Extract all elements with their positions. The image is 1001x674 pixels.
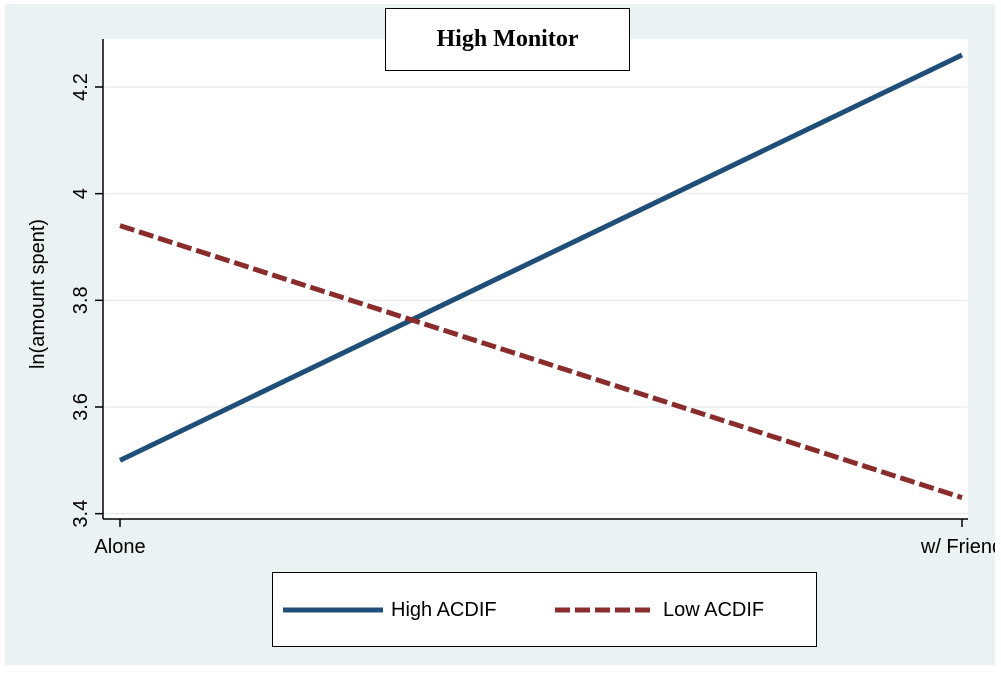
legend: High ACDIF Low ACDIF [272, 572, 817, 647]
series-lines [118, 52, 964, 501]
series-line-low-acdif [119, 223, 963, 501]
chart-title: High Monitor [385, 8, 630, 71]
axes: 3.4 3.6 3.8 4 4.2 Alone w/ Friend [70, 39, 995, 558]
legend-swatch-low-acdif [555, 607, 655, 613]
legend-label-low-acdif: Low ACDIF [663, 598, 765, 621]
y-tick-label: 4.2 [70, 73, 92, 101]
x-tick-label: Alone [94, 536, 145, 558]
grid-lines [103, 86, 968, 515]
y-axis-label: ln(amount spent) [27, 219, 49, 369]
y-tick-label: 3.4 [70, 500, 92, 528]
chart-container: 3.4 3.6 3.8 4 4.2 Alone w/ Friend ln(amount sp… [5, 4, 995, 665]
line-chart: 3.4 3.6 3.8 4 4.2 Alone w/ Friend ln(amount sp… [27, 39, 995, 558]
legend-label-high-acdif: High ACDIF [391, 598, 497, 621]
x-tick-label: w/ Friend [920, 536, 995, 558]
y-tick-label: 4 [70, 188, 92, 199]
legend-item-low-acdif: Low ACDIF [555, 597, 764, 623]
series-line-high-acdif [118, 52, 964, 463]
legend-swatch-high-acdif [283, 607, 383, 613]
plot-area [103, 39, 968, 519]
legend-item-high-acdif: High ACDIF [283, 597, 497, 623]
y-tick-label: 3.6 [70, 393, 92, 421]
y-tick-label: 3.8 [70, 286, 92, 314]
